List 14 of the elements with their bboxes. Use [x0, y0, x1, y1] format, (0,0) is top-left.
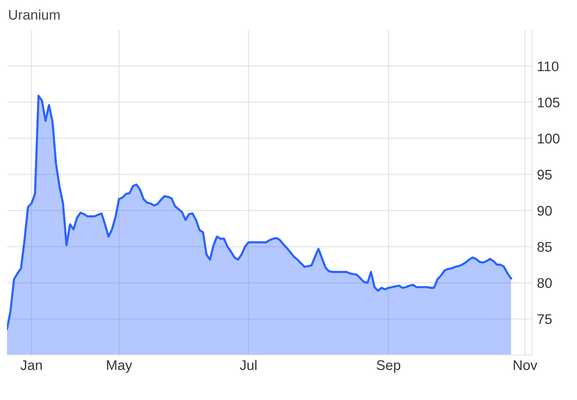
y-tick-label: 85: [537, 242, 552, 252]
y-tick-label: 75: [538, 314, 552, 324]
x-tick-label: May: [107, 360, 132, 373]
y-tick-label: 100: [538, 134, 560, 144]
x-tick-label: Sep: [376, 360, 400, 373]
x-tick-label: Jan: [20, 360, 42, 370]
y-tick-label: 90: [538, 206, 552, 216]
chart-title: Uranium: [9, 10, 60, 20]
y-tick-label: 95: [538, 170, 552, 180]
y-tick-label: 110: [538, 61, 558, 72]
y-tick-label: 80: [537, 278, 552, 288]
x-tick-label: Jul: [240, 360, 256, 370]
y-tick-label: 105: [538, 98, 560, 108]
x-tick-label: Nov: [514, 360, 538, 370]
